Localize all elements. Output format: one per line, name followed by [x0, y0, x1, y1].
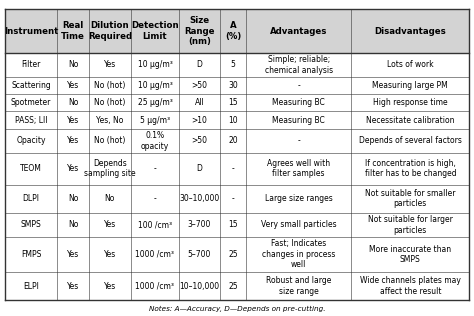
Text: Agrees well with
filter samples: Agrees well with filter samples	[267, 159, 330, 178]
Text: Detection
Limit: Detection Limit	[131, 21, 179, 41]
Text: -: -	[232, 194, 234, 203]
Text: No (hot): No (hot)	[94, 98, 126, 107]
Bar	[5, 9, 469, 53]
Text: 1000 /cm³: 1000 /cm³	[136, 250, 174, 259]
Text: 30: 30	[228, 81, 238, 90]
Text: No (hot): No (hot)	[94, 136, 126, 145]
Text: DLPI: DLPI	[23, 194, 39, 203]
Text: D: D	[196, 164, 202, 173]
Text: >50: >50	[191, 81, 208, 90]
Text: 25: 25	[228, 250, 238, 259]
Text: D: D	[196, 60, 202, 69]
Text: Notes: A—Accuracy, D—Depends on pre-cutting.: Notes: A—Accuracy, D—Depends on pre-cutt…	[149, 306, 325, 312]
Text: PASS; LII: PASS; LII	[15, 116, 47, 125]
Text: More inaccurate than
SMPS: More inaccurate than SMPS	[369, 245, 451, 264]
Text: 30–10,000: 30–10,000	[179, 194, 219, 203]
Text: If concentration is high,
filter has to be changed: If concentration is high, filter has to …	[365, 159, 456, 178]
Text: All: All	[194, 98, 204, 107]
Text: FMPS: FMPS	[21, 250, 41, 259]
Text: Depends of several factors: Depends of several factors	[359, 136, 462, 145]
Text: -: -	[154, 194, 156, 203]
Text: SMPS: SMPS	[21, 220, 41, 229]
Text: Depends
sampling site: Depends sampling site	[84, 159, 136, 178]
Text: -: -	[297, 136, 300, 145]
Text: Dilution
Required: Dilution Required	[88, 21, 132, 41]
Text: Wide channels plates may
affect the result: Wide channels plates may affect the resu…	[360, 276, 461, 296]
Text: Disadvantages: Disadvantages	[374, 27, 446, 36]
Text: 10–10,000: 10–10,000	[179, 282, 219, 290]
Text: Measuring large PM: Measuring large PM	[373, 81, 448, 90]
Text: Scattering: Scattering	[11, 81, 51, 90]
Text: 25 μg/m³: 25 μg/m³	[137, 98, 173, 107]
Text: Necessitate calibration: Necessitate calibration	[366, 116, 455, 125]
Text: 100 /cm³: 100 /cm³	[138, 220, 172, 229]
Text: Filter: Filter	[21, 60, 41, 69]
Text: Measuring BC: Measuring BC	[273, 116, 325, 125]
Text: -: -	[297, 81, 300, 90]
Text: 5 μg/m³: 5 μg/m³	[140, 116, 170, 125]
Text: No: No	[68, 194, 78, 203]
Text: Instrument: Instrument	[4, 27, 58, 36]
Text: 0.1%
opacity: 0.1% opacity	[141, 131, 169, 150]
Text: Measuring BC: Measuring BC	[273, 98, 325, 107]
Text: Robust and large
size range: Robust and large size range	[266, 276, 331, 296]
Text: >10: >10	[191, 116, 207, 125]
Text: Fast; Indicates
changes in process
well: Fast; Indicates changes in process well	[262, 240, 336, 269]
Text: 3–700: 3–700	[188, 220, 211, 229]
Text: -: -	[232, 164, 234, 173]
Text: A
(%): A (%)	[225, 21, 241, 41]
Text: 25: 25	[228, 282, 238, 290]
Text: 10: 10	[228, 116, 238, 125]
Text: Large size ranges: Large size ranges	[265, 194, 333, 203]
Text: 10 μg/m³: 10 μg/m³	[137, 60, 173, 69]
Text: Yes, No: Yes, No	[96, 116, 124, 125]
Text: Very small particles: Very small particles	[261, 220, 337, 229]
Text: Yes: Yes	[67, 136, 79, 145]
Text: Real
Time: Real Time	[61, 21, 85, 41]
Text: Size
Range
(nm): Size Range (nm)	[184, 16, 215, 46]
Text: Yes: Yes	[104, 220, 116, 229]
Text: >50: >50	[191, 136, 208, 145]
Text: 15: 15	[228, 98, 238, 107]
Text: Yes: Yes	[67, 116, 79, 125]
Text: Not suitable for larger
particles: Not suitable for larger particles	[368, 215, 453, 234]
Text: 5: 5	[230, 60, 236, 69]
Text: Yes: Yes	[67, 81, 79, 90]
Text: Yes: Yes	[67, 164, 79, 173]
Text: 1000 /cm³: 1000 /cm³	[136, 282, 174, 290]
Text: High response time: High response time	[373, 98, 447, 107]
Text: TEOM: TEOM	[20, 164, 42, 173]
Text: No: No	[68, 60, 78, 69]
Text: Opacity: Opacity	[16, 136, 46, 145]
Text: Yes: Yes	[67, 282, 79, 290]
Text: Yes: Yes	[104, 60, 116, 69]
Text: Yes: Yes	[104, 250, 116, 259]
Text: Lots of work: Lots of work	[387, 60, 434, 69]
Text: Yes: Yes	[67, 250, 79, 259]
Text: 10 μg/m³: 10 μg/m³	[137, 81, 173, 90]
Text: Spotmeter: Spotmeter	[11, 98, 51, 107]
Text: Yes: Yes	[104, 282, 116, 290]
Text: Simple; reliable;
chemical analysis: Simple; reliable; chemical analysis	[264, 55, 333, 75]
Text: Not suitable for smaller
particles: Not suitable for smaller particles	[365, 189, 456, 208]
Text: 20: 20	[228, 136, 238, 145]
Text: No: No	[68, 220, 78, 229]
Text: No: No	[105, 194, 115, 203]
Text: 15: 15	[228, 220, 238, 229]
Text: No: No	[68, 98, 78, 107]
Text: ELPI: ELPI	[23, 282, 39, 290]
Text: Advantages: Advantages	[270, 27, 328, 36]
Text: -: -	[154, 164, 156, 173]
Text: 5–700: 5–700	[188, 250, 211, 259]
Text: No (hot): No (hot)	[94, 81, 126, 90]
